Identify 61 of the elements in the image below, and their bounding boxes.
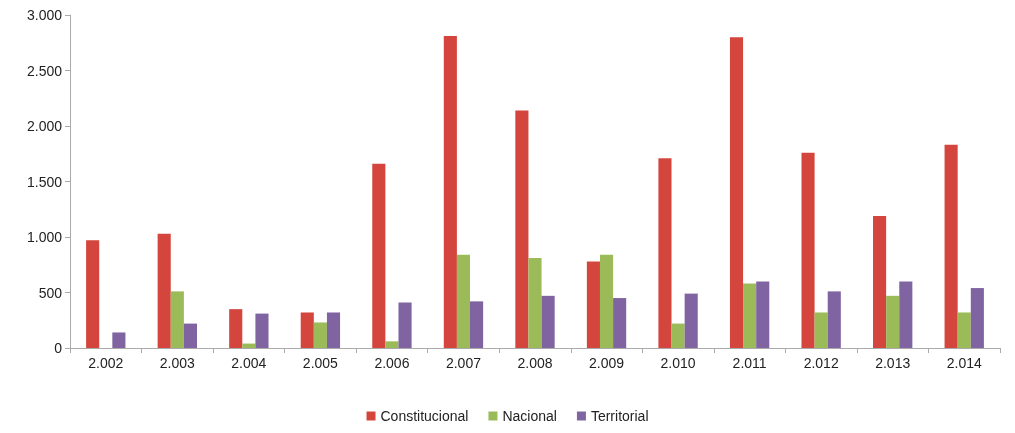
y-tick-label: 3.000 — [26, 7, 63, 23]
bar — [313, 322, 327, 348]
legend-label: Territorial — [590, 408, 649, 424]
x-tick-label: 2.013 — [875, 355, 911, 371]
x-tick-label: 2.011 — [732, 355, 767, 371]
bar — [658, 158, 672, 348]
bar — [613, 298, 627, 348]
bar — [470, 301, 484, 348]
bar — [183, 323, 197, 348]
bar — [970, 288, 984, 348]
bar — [599, 254, 614, 348]
bar — [398, 302, 412, 348]
x-tick-label: 2.007 — [445, 355, 482, 371]
bar — [255, 313, 269, 348]
bar — [157, 233, 171, 348]
bar — [684, 293, 698, 348]
bar — [944, 144, 958, 348]
legend-label: Nacional — [502, 408, 557, 424]
y-tick-label: 500 — [38, 284, 63, 301]
bar — [873, 215, 887, 348]
y-tick-label: 1.000 — [26, 229, 63, 245]
bar — [957, 312, 971, 348]
x-tick-label: 2.009 — [589, 355, 625, 371]
bar — [729, 37, 744, 348]
bar — [300, 312, 314, 348]
x-tick-label: 2.008 — [517, 355, 553, 371]
x-tick-label: 2.002 — [88, 355, 124, 371]
x-tick-label: 2.003 — [159, 355, 196, 371]
bar — [242, 343, 256, 348]
x-tick-label: 2.012 — [803, 355, 839, 371]
bar — [814, 312, 828, 348]
y-tick-label: 0 — [54, 340, 63, 356]
bar — [170, 291, 184, 348]
bar — [112, 332, 126, 348]
bar — [541, 295, 555, 348]
x-tick-label: 2.010 — [660, 355, 696, 371]
bar — [756, 281, 770, 348]
bar — [827, 291, 841, 348]
x-tick-label: 2.014 — [946, 355, 982, 371]
bar — [456, 254, 471, 348]
y-tick-label: 2.500 — [26, 62, 63, 79]
bar — [385, 341, 399, 348]
bar — [229, 309, 243, 348]
bar — [671, 323, 685, 348]
bar — [443, 36, 457, 348]
x-tick-label: 2.006 — [374, 355, 410, 371]
bar — [326, 312, 341, 348]
y-tick-label: 2.000 — [26, 118, 63, 134]
bar — [886, 295, 900, 348]
bar — [586, 261, 600, 348]
bar — [743, 283, 757, 348]
bar — [372, 163, 386, 348]
y-tick-label: 1.500 — [26, 173, 63, 190]
x-tick-label: 2.005 — [302, 355, 339, 371]
legend-label: Constitucional — [380, 408, 469, 424]
x-tick-label: 2.004 — [231, 355, 267, 371]
bar — [899, 281, 913, 348]
bar — [528, 258, 542, 348]
bar — [801, 152, 815, 348]
bar — [515, 110, 529, 348]
bar — [86, 240, 100, 348]
